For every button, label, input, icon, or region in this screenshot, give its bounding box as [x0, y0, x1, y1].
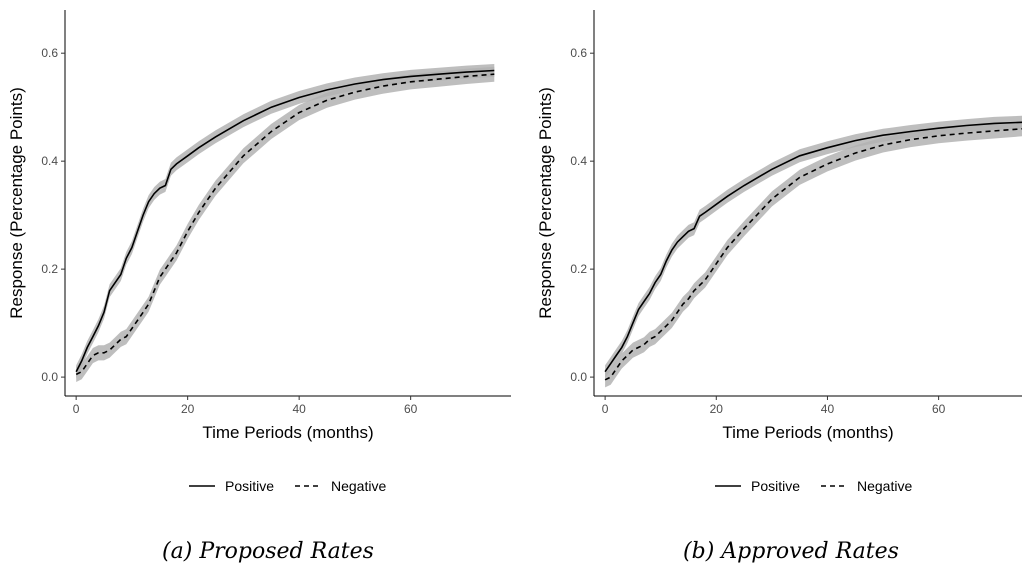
series-line-positive — [604, 121, 1023, 373]
legend-label-negative: Negative — [331, 478, 386, 494]
legend: Positive Negative — [715, 478, 912, 494]
legend-label-positive: Positive — [751, 478, 800, 494]
confidence-band-negative — [605, 121, 1022, 388]
y-tick-label: 0.2 — [570, 262, 587, 276]
legend-label-negative: Negative — [857, 478, 912, 494]
y-axis-title: Response (Percentage Points) — [536, 87, 555, 319]
y-tick-label: 0.6 — [41, 46, 58, 60]
x-tick-label: 0 — [602, 402, 609, 416]
chart-panel-a: 0.0 0.2 0.4 0.6 0 20 40 60 Time Periods (months)… — [7, 10, 511, 564]
x-tick-label: 60 — [404, 402, 418, 416]
panel-caption: (a) Proposed Rates — [162, 539, 374, 564]
y-tick-label: 0.2 — [41, 262, 58, 276]
x-axis-title: Time Periods (months) — [722, 423, 893, 442]
x-tick-label: 40 — [821, 402, 835, 416]
confidence-band-positive — [76, 64, 495, 379]
y-tick-label: 0.0 — [570, 370, 587, 384]
y-tick-label: 0.6 — [570, 46, 587, 60]
series-line-positive — [75, 69, 495, 373]
y-axis-title: Response (Percentage Points) — [7, 87, 26, 319]
panel-caption: (b) Approved Rates — [683, 539, 899, 564]
x-axis-title: Time Periods (months) — [202, 423, 373, 442]
chart-panel-b: 0.0 0.2 0.4 0.6 0 20 40 60 Time Periods (months)… — [536, 10, 1023, 564]
x-tick-label: 40 — [292, 402, 306, 416]
series-line-negative — [75, 73, 495, 376]
y-tick-label: 0.4 — [41, 154, 58, 168]
legend: Positive Negative — [189, 478, 386, 494]
x-tick-label: 60 — [932, 402, 946, 416]
x-tick-label: 0 — [73, 402, 80, 416]
confidence-band-positive — [605, 115, 1022, 379]
y-tick-label: 0.0 — [41, 370, 58, 384]
x-tick-label: 20 — [710, 402, 724, 416]
x-tick-label: 20 — [181, 402, 195, 416]
legend-label-positive: Positive — [225, 478, 274, 494]
y-tick-label: 0.4 — [570, 154, 587, 168]
